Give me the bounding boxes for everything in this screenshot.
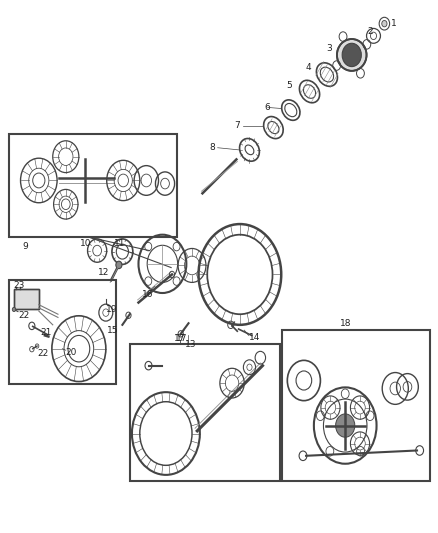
Text: 10: 10 [80, 239, 92, 248]
Bar [14, 289, 39, 309]
Circle shape [116, 261, 122, 269]
Bar [9, 280, 116, 384]
Bar [9, 134, 177, 237]
Bar [14, 289, 39, 309]
Text: 8: 8 [209, 143, 215, 152]
Text: 11: 11 [114, 239, 125, 248]
Text: 23: 23 [14, 280, 25, 289]
Text: 18: 18 [339, 319, 351, 328]
Text: 7: 7 [234, 122, 240, 131]
Text: 12: 12 [98, 268, 110, 277]
Text: 17: 17 [177, 334, 188, 343]
Text: 4: 4 [306, 63, 311, 71]
Bar [130, 344, 280, 481]
Circle shape [12, 308, 16, 312]
Text: 21: 21 [41, 328, 52, 337]
Text: 22: 22 [37, 349, 48, 358]
Circle shape [336, 414, 355, 437]
Text: 20: 20 [66, 348, 77, 357]
Text: 3: 3 [326, 44, 332, 53]
Text: 2: 2 [368, 27, 374, 36]
Text: 1: 1 [391, 19, 396, 28]
Ellipse shape [337, 39, 367, 71]
Text: 14: 14 [249, 333, 260, 342]
Text: 6: 6 [265, 103, 270, 112]
Text: 15: 15 [106, 326, 118, 335]
Bar [282, 330, 430, 481]
Text: 13: 13 [185, 341, 197, 350]
Text: 16: 16 [141, 290, 153, 299]
Text: 5: 5 [286, 80, 292, 90]
Text: 19: 19 [106, 305, 117, 314]
Text: 22: 22 [18, 311, 29, 320]
Text: 17: 17 [174, 334, 186, 343]
Text: 9: 9 [22, 243, 28, 252]
Circle shape [342, 43, 361, 67]
Circle shape [382, 20, 387, 27]
